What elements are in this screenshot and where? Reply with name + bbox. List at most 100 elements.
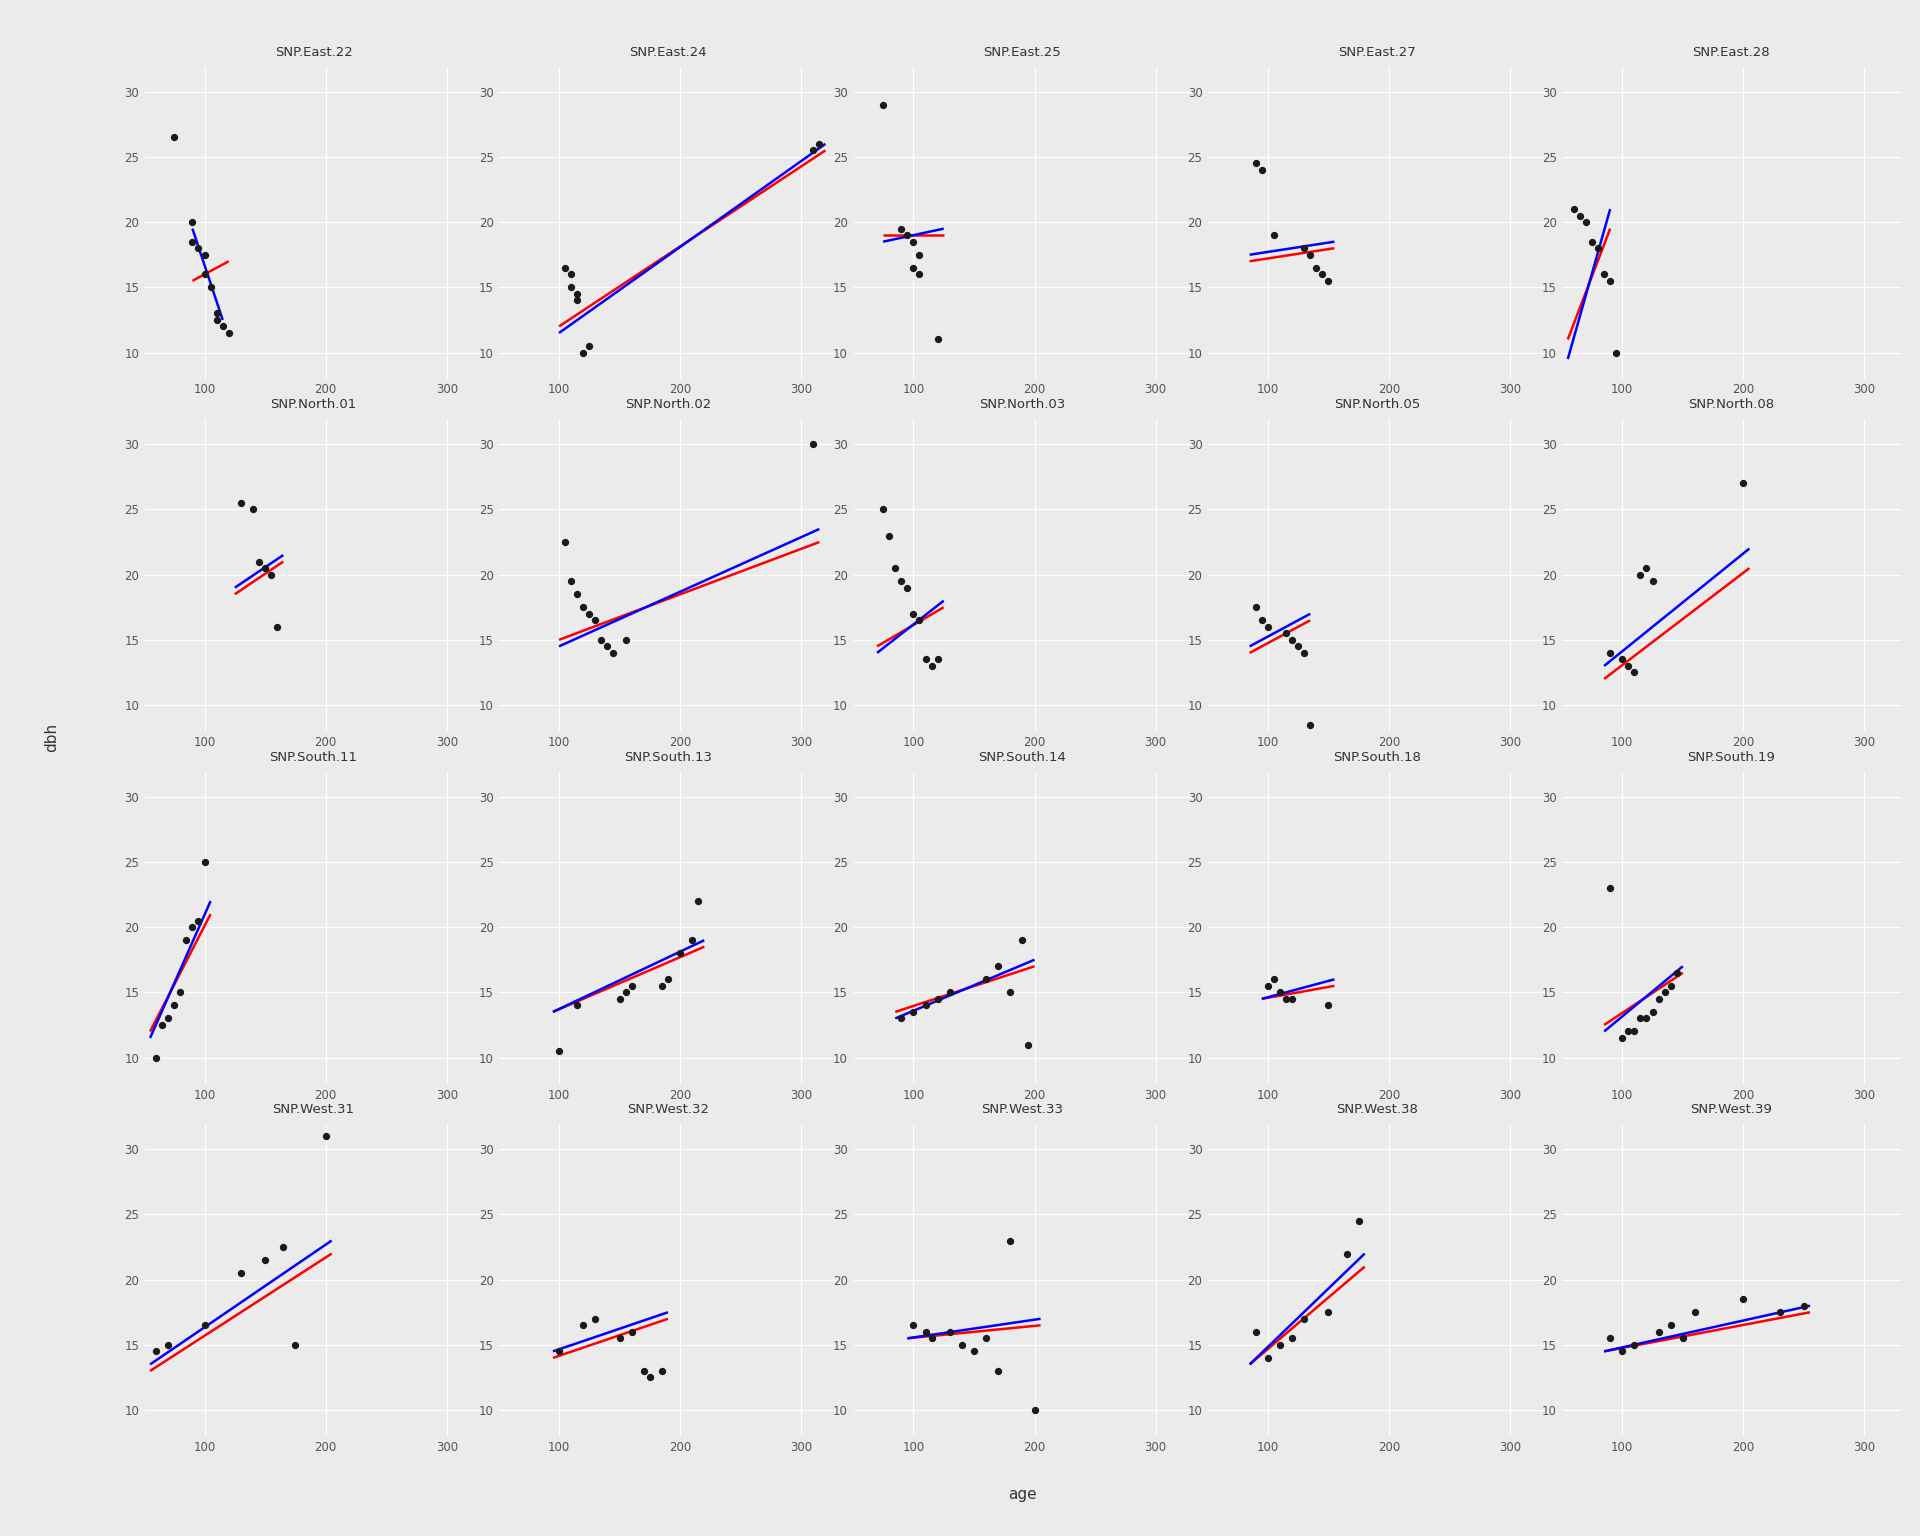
Point <box>616 1319 647 1344</box>
Point <box>922 647 952 671</box>
Point <box>1008 928 1039 952</box>
Point <box>1246 608 1277 633</box>
Point <box>1271 621 1302 645</box>
Point <box>1624 562 1655 587</box>
Text: SNP.South.18: SNP.South.18 <box>1332 751 1421 763</box>
Point <box>1632 556 1663 581</box>
Point <box>165 980 196 1005</box>
Point <box>611 628 641 653</box>
Point <box>563 289 593 313</box>
Point <box>549 530 580 554</box>
Point <box>177 915 207 940</box>
Point <box>202 301 232 326</box>
Point <box>1632 1006 1663 1031</box>
Text: SNP.North.02: SNP.North.02 <box>624 398 710 412</box>
Point <box>868 498 899 522</box>
Point <box>899 1000 929 1025</box>
Point <box>269 1235 300 1260</box>
Point <box>1240 1319 1271 1344</box>
Point <box>799 432 829 456</box>
Point <box>146 1012 177 1037</box>
Point <box>225 1261 255 1286</box>
Point <box>1613 654 1644 679</box>
Point <box>1644 986 1674 1011</box>
Point <box>1607 1339 1638 1364</box>
Point <box>647 974 678 998</box>
Text: dbh: dbh <box>44 723 60 751</box>
Point <box>904 263 935 287</box>
Point <box>972 968 1002 992</box>
Point <box>653 968 684 992</box>
Point <box>190 243 221 267</box>
Point <box>935 1319 966 1344</box>
Point <box>616 974 647 998</box>
Point <box>280 1333 311 1358</box>
Point <box>1294 713 1325 737</box>
Point <box>1596 269 1626 293</box>
Point <box>1613 1020 1644 1044</box>
Point <box>563 281 593 306</box>
Point <box>1258 223 1288 247</box>
Point <box>1277 628 1308 653</box>
Point <box>1649 980 1680 1005</box>
Point <box>922 986 952 1011</box>
Point <box>207 315 238 339</box>
Point <box>628 1359 659 1384</box>
Point <box>1596 1326 1626 1350</box>
Point <box>995 980 1025 1005</box>
Point <box>910 1319 941 1344</box>
Point <box>899 602 929 627</box>
Point <box>1607 1026 1638 1051</box>
Point <box>250 556 280 581</box>
Point <box>182 908 213 932</box>
Point <box>899 1313 929 1338</box>
Point <box>1596 641 1626 665</box>
Point <box>1571 210 1601 235</box>
Text: SNP.West.33: SNP.West.33 <box>981 1103 1064 1117</box>
Point <box>586 628 616 653</box>
Point <box>1644 1319 1674 1344</box>
Point <box>916 654 947 679</box>
Point <box>916 1326 947 1350</box>
Point <box>1789 1293 1820 1318</box>
Point <box>1277 1326 1308 1350</box>
Point <box>885 217 916 241</box>
Point <box>182 237 213 261</box>
Point <box>647 1359 678 1384</box>
Point <box>244 550 275 574</box>
Point <box>202 307 232 332</box>
Point <box>1582 237 1613 261</box>
Text: age: age <box>1008 1487 1037 1502</box>
Text: SNP.North.03: SNP.North.03 <box>979 398 1066 412</box>
Text: SNP.West.38: SNP.West.38 <box>1336 1103 1417 1117</box>
Point <box>910 647 941 671</box>
Point <box>678 928 708 952</box>
Point <box>879 556 910 581</box>
Text: SNP.West.39: SNP.West.39 <box>1690 1103 1772 1117</box>
Text: SNP.South.14: SNP.South.14 <box>979 751 1066 763</box>
Point <box>1265 980 1296 1005</box>
Point <box>543 1339 574 1364</box>
Point <box>947 1333 977 1358</box>
Text: SNP.West.31: SNP.West.31 <box>273 1103 355 1117</box>
Point <box>899 255 929 280</box>
Point <box>799 138 829 163</box>
Point <box>190 263 221 287</box>
Point <box>1764 1299 1795 1324</box>
Point <box>885 568 916 593</box>
Point <box>1728 472 1759 496</box>
Point <box>1014 1032 1044 1057</box>
Point <box>995 1229 1025 1253</box>
Text: SNP.North.05: SNP.North.05 <box>1334 398 1421 412</box>
Point <box>983 1359 1014 1384</box>
Point <box>1252 974 1283 998</box>
Point <box>1680 1299 1711 1324</box>
Point <box>893 223 924 247</box>
Point <box>910 994 941 1018</box>
Text: SNP.South.19: SNP.South.19 <box>1688 751 1776 763</box>
Point <box>190 1313 221 1338</box>
Point <box>154 1006 184 1031</box>
Point <box>1020 1398 1050 1422</box>
Text: SNP.North.08: SNP.North.08 <box>1688 398 1774 412</box>
Point <box>1344 1209 1375 1233</box>
